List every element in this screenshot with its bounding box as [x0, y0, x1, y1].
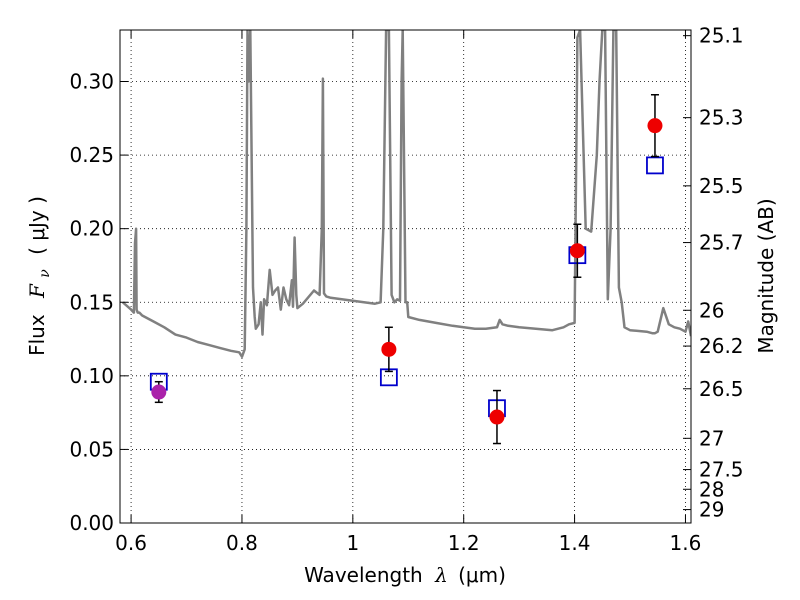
x-axis-label: Wavelength λ (μm): [304, 563, 506, 587]
y2-tick-label: 26: [699, 298, 724, 322]
y2-tick-label: 26.2: [699, 334, 744, 358]
observed-point: [569, 243, 585, 259]
y2-tick-label: 25.3: [699, 106, 744, 130]
y-tick-label: 0.20: [69, 217, 114, 241]
y2-axis-label: Magnitude (AB): [754, 198, 778, 353]
y-tick-label: 0.25: [69, 143, 114, 167]
y-axis-label-subscript: ν: [37, 269, 53, 278]
spectrum-line: [121, 30, 691, 358]
x-tick-label: 1.6: [670, 531, 702, 555]
x-tick-label: 0.8: [226, 531, 258, 555]
y-axis-label-unit: ( μJy ): [25, 196, 49, 255]
spectrum-layer: [121, 30, 691, 358]
y-axis-label-symbol: F: [25, 283, 49, 299]
x-axis-label-unit: (μm): [458, 563, 506, 587]
x-tick-label: 1.4: [559, 531, 591, 555]
observed-point: [647, 118, 663, 134]
x-tick-label: 0.6: [115, 531, 147, 555]
y2-tick-label: 25.1: [699, 24, 744, 48]
x-axis-label-text: Wavelength: [304, 563, 423, 587]
observed-point: [151, 384, 167, 400]
y-axis-label-text: Flux: [25, 314, 49, 356]
y2-tick-label: 27.5: [699, 458, 744, 482]
y-tick-label: 0.00: [69, 511, 114, 535]
model-square: [646, 156, 664, 175]
plot-frame: [119, 29, 692, 524]
y-tick-label: 0.15: [69, 290, 114, 314]
y2-tick-label: 27: [699, 426, 724, 450]
points-layer: [149, 94, 664, 445]
observed-point: [381, 341, 397, 357]
y-tick-label: 0.10: [69, 364, 114, 388]
y-tick-label: 0.05: [69, 437, 114, 461]
y2-tick-label: 28: [699, 477, 724, 501]
observed-point: [489, 409, 505, 425]
y2-tick-label: 29: [699, 498, 724, 522]
x-tick-label: 1: [346, 531, 359, 555]
y2-tick-label: 25.5: [699, 174, 744, 198]
axis-ticks: 0.6 0.8 1 1.2 1.4 1.6 0.00 0.05 0.10 0.15 0.20 0.25…: [69, 24, 743, 555]
x-tick-label: 1.2: [448, 531, 480, 555]
x-axis-label-symbol: λ: [434, 563, 448, 587]
y2-tick-label: 25.7: [699, 231, 744, 255]
y-tick-label: 0.30: [69, 70, 114, 94]
y-axis-label: Flux F ν ( μJy ): [25, 196, 54, 356]
y2-tick-label: 26.5: [699, 377, 744, 401]
